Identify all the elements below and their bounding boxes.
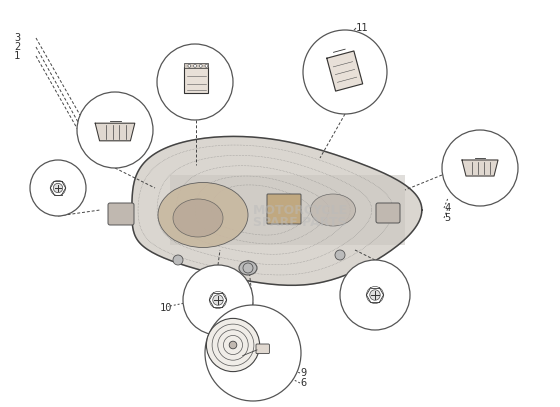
Polygon shape (327, 51, 363, 91)
Circle shape (188, 64, 191, 67)
Ellipse shape (310, 194, 356, 226)
Circle shape (243, 263, 253, 273)
Circle shape (157, 44, 233, 120)
Text: 11: 11 (356, 23, 368, 33)
Text: SPARE PARTS: SPARE PARTS (253, 215, 347, 228)
Polygon shape (132, 136, 422, 285)
Polygon shape (462, 160, 498, 176)
Ellipse shape (173, 199, 223, 237)
Circle shape (205, 64, 208, 67)
Circle shape (303, 30, 387, 114)
Text: 2: 2 (14, 42, 20, 52)
FancyBboxPatch shape (184, 67, 208, 93)
Text: 6: 6 (300, 378, 306, 388)
Text: 4: 4 (444, 203, 450, 213)
Circle shape (340, 260, 410, 330)
Circle shape (199, 64, 202, 67)
Circle shape (173, 255, 183, 265)
Circle shape (53, 183, 63, 193)
Circle shape (205, 305, 301, 401)
Circle shape (213, 295, 223, 305)
Text: MOTORCYCLE: MOTORCYCLE (253, 204, 348, 217)
Circle shape (207, 318, 260, 372)
Polygon shape (95, 123, 135, 141)
Text: 5: 5 (444, 213, 450, 223)
Text: 1: 1 (14, 51, 20, 61)
Text: 10: 10 (160, 303, 172, 313)
Text: 3: 3 (14, 33, 20, 43)
Text: 9: 9 (300, 368, 306, 378)
Circle shape (229, 341, 237, 349)
Circle shape (370, 290, 380, 300)
Circle shape (183, 265, 253, 335)
Circle shape (30, 160, 86, 216)
Ellipse shape (239, 261, 257, 275)
FancyBboxPatch shape (256, 344, 269, 354)
Circle shape (77, 92, 153, 168)
FancyBboxPatch shape (108, 203, 134, 225)
Circle shape (194, 64, 197, 67)
Circle shape (442, 130, 518, 206)
Bar (184, 63, 208, 68)
Bar (170, 175, 405, 245)
Ellipse shape (158, 182, 248, 247)
Circle shape (335, 250, 345, 260)
FancyBboxPatch shape (267, 194, 301, 224)
FancyBboxPatch shape (376, 203, 400, 223)
